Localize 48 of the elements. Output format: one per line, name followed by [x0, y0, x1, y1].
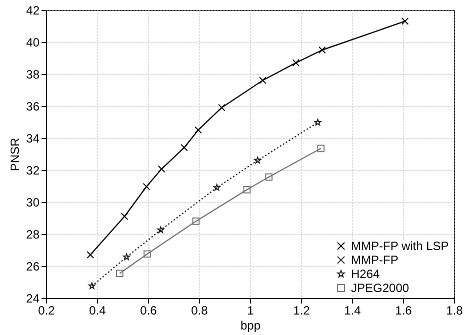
y-tick-label: 42 — [26, 4, 40, 18]
x-tick-label: 0.8 — [191, 304, 208, 318]
y-tick-label: 28 — [26, 228, 40, 242]
y-tick-label: 26 — [26, 260, 40, 274]
y-tick-label: 30 — [26, 196, 40, 210]
point — [292, 59, 300, 66]
x-tick-label: 0.2 — [38, 304, 56, 318]
legend-label: H264 — [351, 267, 380, 281]
y-tick-label: 24 — [26, 292, 40, 306]
point — [401, 18, 409, 25]
point — [318, 46, 326, 54]
legend-label: JPEG2000 — [351, 281, 410, 295]
x-tick-label: 0.4 — [89, 304, 106, 318]
y-axis-title: PNSR — [8, 138, 22, 172]
point — [116, 270, 124, 278]
point — [158, 165, 166, 173]
point — [157, 226, 164, 234]
x-tick-label: 1.8 — [446, 304, 464, 318]
y-tick-label: 32 — [26, 164, 40, 178]
point — [180, 144, 188, 152]
y-tick-label: 36 — [26, 100, 40, 114]
point — [254, 156, 262, 164]
point — [120, 212, 128, 220]
legend-label: MMP-FP — [351, 253, 398, 267]
point — [265, 173, 273, 181]
point — [314, 118, 322, 126]
legend-label: MMP-FP with LSP — [351, 239, 449, 253]
point — [213, 184, 220, 191]
point — [218, 104, 226, 112]
point — [243, 186, 251, 194]
point — [144, 250, 151, 258]
y-tick-label: 38 — [26, 68, 40, 82]
y-tick-label: 34 — [26, 132, 40, 146]
y-tick-label: 40 — [26, 36, 40, 50]
point — [86, 251, 94, 258]
x-tick-label: 1 — [247, 304, 254, 318]
x-axis-title: bpp — [240, 318, 261, 332]
point — [142, 182, 150, 190]
x-tick-label: 1.6 — [395, 304, 412, 318]
x-tick-label: 0.6 — [140, 304, 158, 318]
x-tick-label: 1.4 — [344, 304, 362, 318]
point — [317, 144, 325, 152]
point — [192, 218, 200, 225]
point — [123, 253, 130, 260]
point — [259, 76, 266, 84]
point — [194, 126, 202, 134]
x-tick-label: 1.2 — [293, 304, 310, 318]
point — [88, 282, 96, 290]
